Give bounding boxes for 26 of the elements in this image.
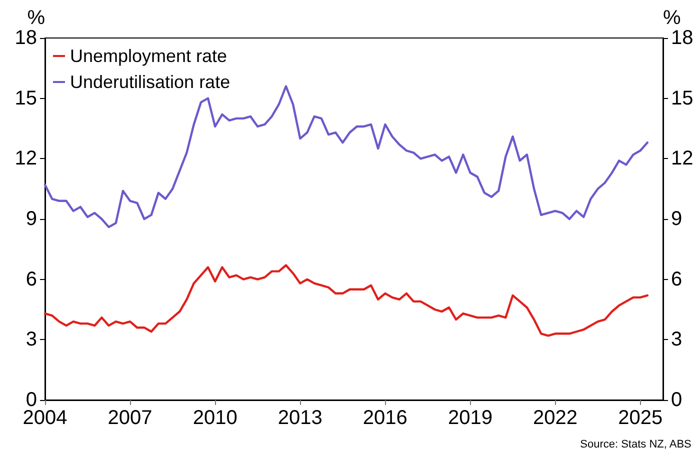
y2-tick-label: 15 (671, 87, 694, 110)
y2-tick-label: 9 (671, 208, 682, 230)
source-note: Source: Stats NZ, ABS (580, 438, 692, 450)
y-axis-title: % (27, 7, 46, 29)
y2-tick-label: 0 (671, 389, 682, 411)
legend-label: Underutilisation rate (70, 72, 230, 92)
x-tick-label: 2016 (362, 407, 408, 429)
y2-tick-label: 3 (671, 328, 682, 351)
x-tick-label: 2007 (108, 407, 152, 429)
legend-label: Unemployment rate (70, 46, 228, 66)
x-tick-label: 2022 (533, 407, 578, 429)
y-tick-label: 15 (14, 87, 37, 110)
y-tick-label: 18 (14, 27, 37, 49)
y2-tick-label: 12 (671, 148, 694, 170)
y-tick-label: 9 (26, 208, 37, 230)
line-series (44, 264, 649, 337)
y-tick-label: 3 (26, 328, 37, 351)
y2-axis-title: % (663, 7, 681, 29)
x-tick-label: 2013 (278, 407, 322, 429)
y2-tick-label: 6 (671, 268, 682, 290)
y-tick-label: 6 (26, 268, 37, 290)
y2-tick-label: 18 (671, 27, 694, 49)
x-tick-label: 2025 (618, 407, 663, 429)
x-tick-label: 2010 (192, 407, 238, 429)
y-tick-label: 12 (14, 148, 37, 170)
x-tick-label: 2019 (448, 407, 492, 429)
